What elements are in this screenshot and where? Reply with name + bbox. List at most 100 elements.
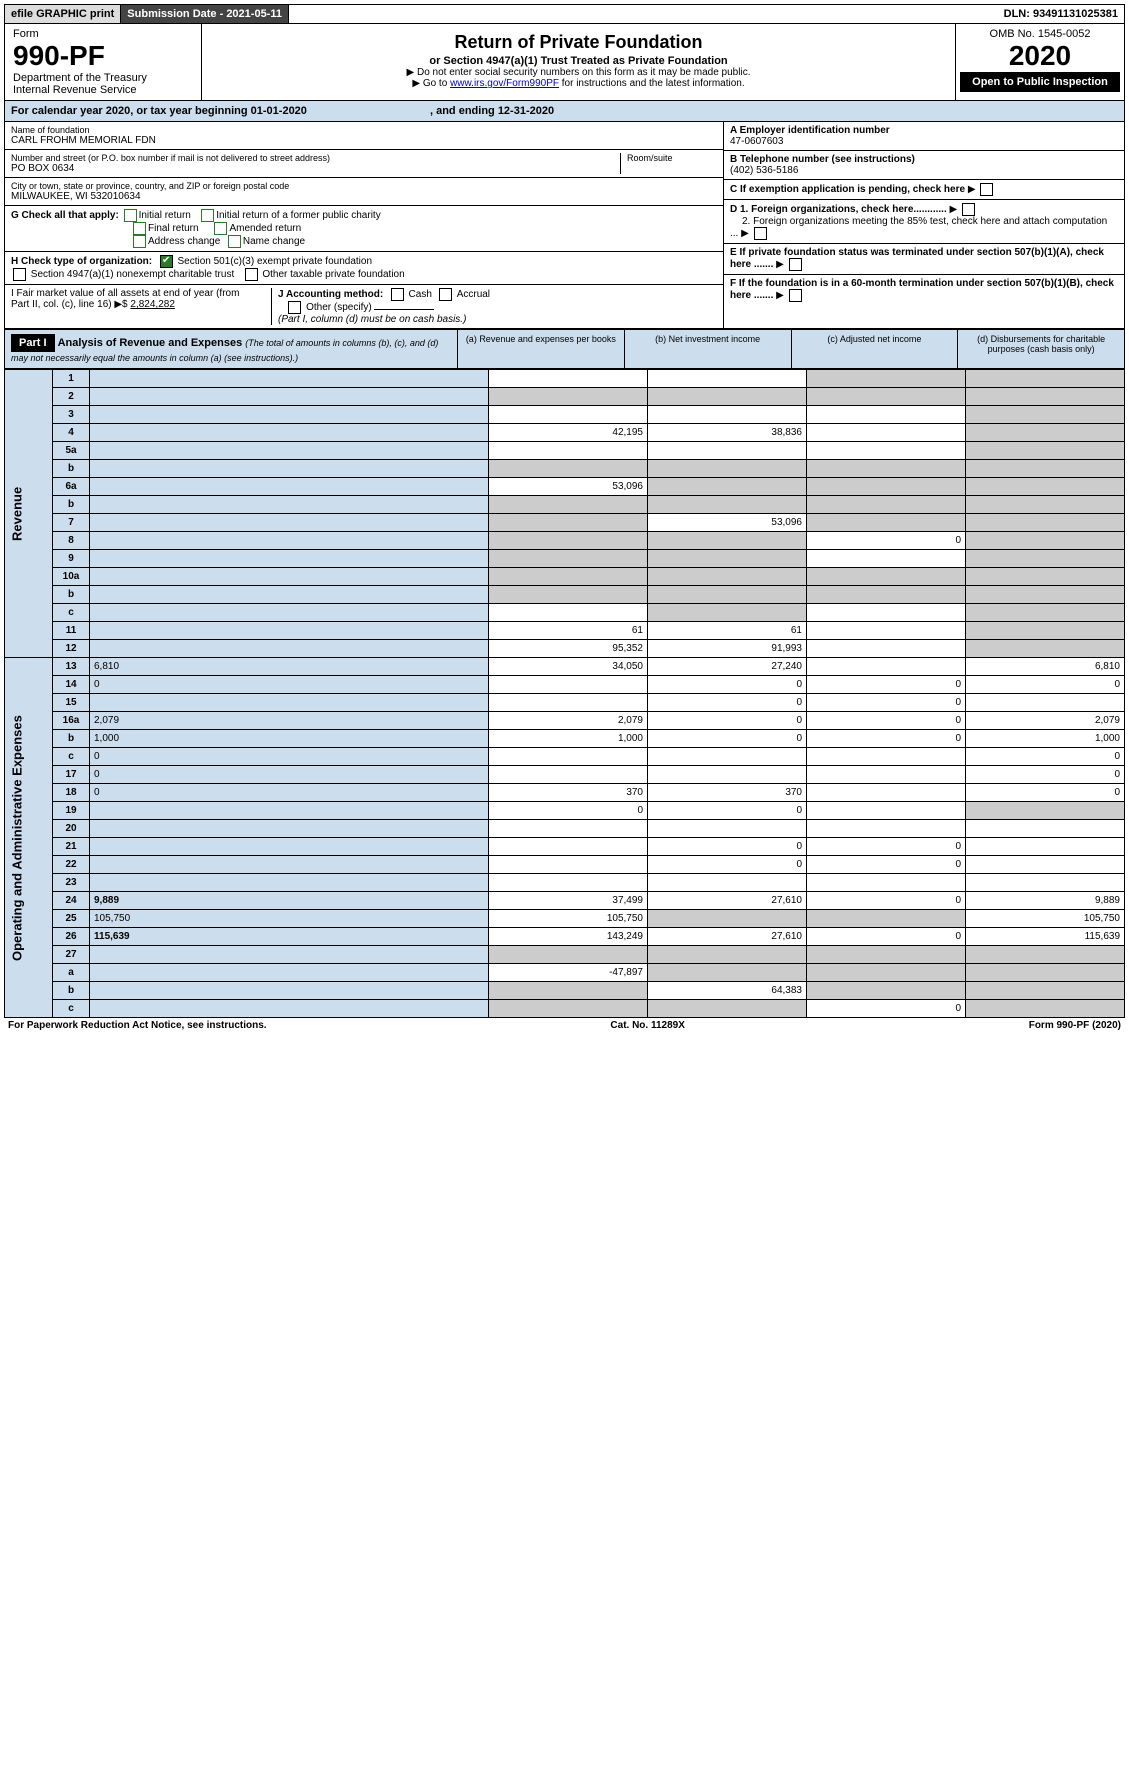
cell-b xyxy=(648,766,807,784)
row-desc: 0 xyxy=(90,748,489,766)
submission-date: Submission Date - 2021-05-11 xyxy=(121,5,289,23)
phone-label: B Telephone number (see instructions) xyxy=(730,154,915,165)
cell-c xyxy=(807,586,966,604)
cell-b xyxy=(648,550,807,568)
cell-b: 0 xyxy=(648,712,807,730)
d1-label: D 1. Foreign organizations, check here..… xyxy=(730,204,947,215)
cell-b xyxy=(648,586,807,604)
table-row: 26115,639143,24927,6100115,639 xyxy=(5,928,1125,946)
cell-d: 0 xyxy=(966,766,1125,784)
row-desc xyxy=(90,550,489,568)
checkbox-accrual[interactable] xyxy=(439,288,452,301)
cell-a xyxy=(489,442,648,460)
cell-c xyxy=(807,748,966,766)
row-number: 11 xyxy=(53,622,90,640)
irs-link[interactable]: www.irs.gov/Form990PF xyxy=(450,78,559,89)
note-ssn: ▶ Do not enter social security numbers o… xyxy=(210,67,947,78)
row-number: a xyxy=(53,964,90,982)
row-desc xyxy=(90,406,489,424)
cell-d xyxy=(966,460,1125,478)
cell-a xyxy=(489,694,648,712)
checkbox-e[interactable] xyxy=(789,258,802,271)
checkbox-f[interactable] xyxy=(789,289,802,302)
table-row: 1803703700 xyxy=(5,784,1125,802)
row-desc xyxy=(90,640,489,658)
checkbox-other-method[interactable] xyxy=(288,301,301,314)
cell-c xyxy=(807,910,966,928)
row-number: b xyxy=(53,730,90,748)
checkbox-c[interactable] xyxy=(980,183,993,196)
info-grid: Name of foundation CARL FROHM MEMORIAL F… xyxy=(4,122,1125,329)
cell-d xyxy=(966,838,1125,856)
cell-b xyxy=(648,442,807,460)
table-row: 2100 xyxy=(5,838,1125,856)
cell-a: 370 xyxy=(489,784,648,802)
cell-a xyxy=(489,748,648,766)
cell-c xyxy=(807,568,966,586)
checkbox-name[interactable] xyxy=(228,235,241,248)
table-row: 3 xyxy=(5,406,1125,424)
cell-b xyxy=(648,406,807,424)
cell-a xyxy=(489,550,648,568)
cell-d xyxy=(966,820,1125,838)
cell-b xyxy=(648,532,807,550)
cell-d xyxy=(966,1000,1125,1018)
checkbox-501c3[interactable]: ✔ xyxy=(160,255,173,268)
row-number: b xyxy=(53,460,90,478)
row-desc: 2,079 xyxy=(90,712,489,730)
efile-label: efile GRAPHIC print xyxy=(5,5,121,23)
checkbox-address[interactable] xyxy=(133,235,146,248)
cell-d xyxy=(966,532,1125,550)
cell-c: 0 xyxy=(807,730,966,748)
f-label: F If the foundation is in a 60-month ter… xyxy=(730,278,1114,301)
cell-b xyxy=(648,748,807,766)
checkbox-4947[interactable] xyxy=(13,268,26,281)
cell-c xyxy=(807,478,966,496)
row-desc xyxy=(90,694,489,712)
row-desc xyxy=(90,856,489,874)
row-number: b xyxy=(53,496,90,514)
row-number: 27 xyxy=(53,946,90,964)
table-row: 116161 xyxy=(5,622,1125,640)
cell-d: 115,639 xyxy=(966,928,1125,946)
d2-label: 2. Foreign organizations meeting the 85%… xyxy=(730,216,1107,239)
checkbox-amended[interactable] xyxy=(214,222,227,235)
col-a-header: (a) Revenue and expenses per books xyxy=(457,330,624,368)
footer: For Paperwork Reduction Act Notice, see … xyxy=(4,1018,1125,1033)
checkbox-d1[interactable] xyxy=(962,203,975,216)
checkbox-other-tax[interactable] xyxy=(245,268,258,281)
checkbox-initial-former[interactable] xyxy=(201,209,214,222)
cell-a xyxy=(489,676,648,694)
table-row: 27 xyxy=(5,946,1125,964)
expenses-side-label: Operating and Administrative Expenses xyxy=(5,658,53,1018)
cell-d: 2,079 xyxy=(966,712,1125,730)
h-label: H Check type of organization: xyxy=(11,256,152,267)
cell-d xyxy=(966,802,1125,820)
row-number: c xyxy=(53,748,90,766)
cell-c xyxy=(807,964,966,982)
cell-d: 0 xyxy=(966,676,1125,694)
cell-c: 0 xyxy=(807,532,966,550)
table-row: 1900 xyxy=(5,802,1125,820)
row-number: 26 xyxy=(53,928,90,946)
part1-title: Analysis of Revenue and Expenses xyxy=(58,337,243,349)
table-row: Revenue1 xyxy=(5,370,1125,388)
g-label: G Check all that apply: xyxy=(11,210,119,221)
table-row: 1295,35291,993 xyxy=(5,640,1125,658)
cell-c xyxy=(807,766,966,784)
checkbox-cash[interactable] xyxy=(391,288,404,301)
cell-d xyxy=(966,424,1125,442)
checkbox-final[interactable] xyxy=(133,222,146,235)
cell-b: 27,240 xyxy=(648,658,807,676)
checkbox-d2[interactable] xyxy=(754,227,767,240)
row-desc xyxy=(90,568,489,586)
cell-b: 61 xyxy=(648,622,807,640)
row-number: c xyxy=(53,604,90,622)
table-row: 1500 xyxy=(5,694,1125,712)
form-subtitle: or Section 4947(a)(1) Trust Treated as P… xyxy=(210,55,947,67)
row-number: 23 xyxy=(53,874,90,892)
checkbox-initial[interactable] xyxy=(124,209,137,222)
cell-a: 0 xyxy=(489,802,648,820)
cell-d xyxy=(966,694,1125,712)
cell-c: 0 xyxy=(807,928,966,946)
